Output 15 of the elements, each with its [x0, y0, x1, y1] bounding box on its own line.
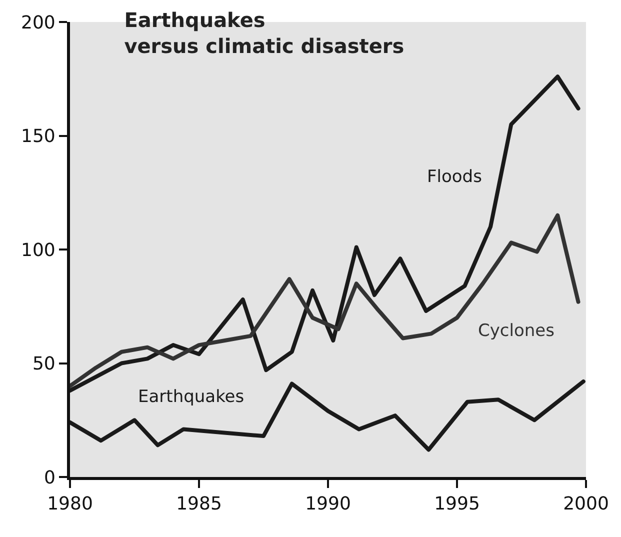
- line-series: [70, 213, 580, 388]
- chart-title: Earthquakes versus climatic disasters: [124, 8, 404, 58]
- y-tick-label: 0: [44, 467, 56, 488]
- series-label: Earthquakes: [138, 387, 244, 407]
- x-tick-label: 2000: [563, 494, 609, 515]
- series-label: Cyclones: [478, 321, 555, 341]
- series-label: Floods: [427, 167, 482, 187]
- y-tick-label: 100: [21, 240, 56, 261]
- x-tick-label: 1990: [305, 494, 351, 515]
- y-tick-label: 150: [21, 126, 56, 148]
- x-tick-label: 1980: [47, 494, 93, 515]
- x-tick-label: 1985: [176, 494, 222, 515]
- y-tick-label: 50: [32, 354, 56, 375]
- x-tick-label: 1995: [434, 494, 480, 515]
- y-tick-label: 200: [21, 12, 56, 34]
